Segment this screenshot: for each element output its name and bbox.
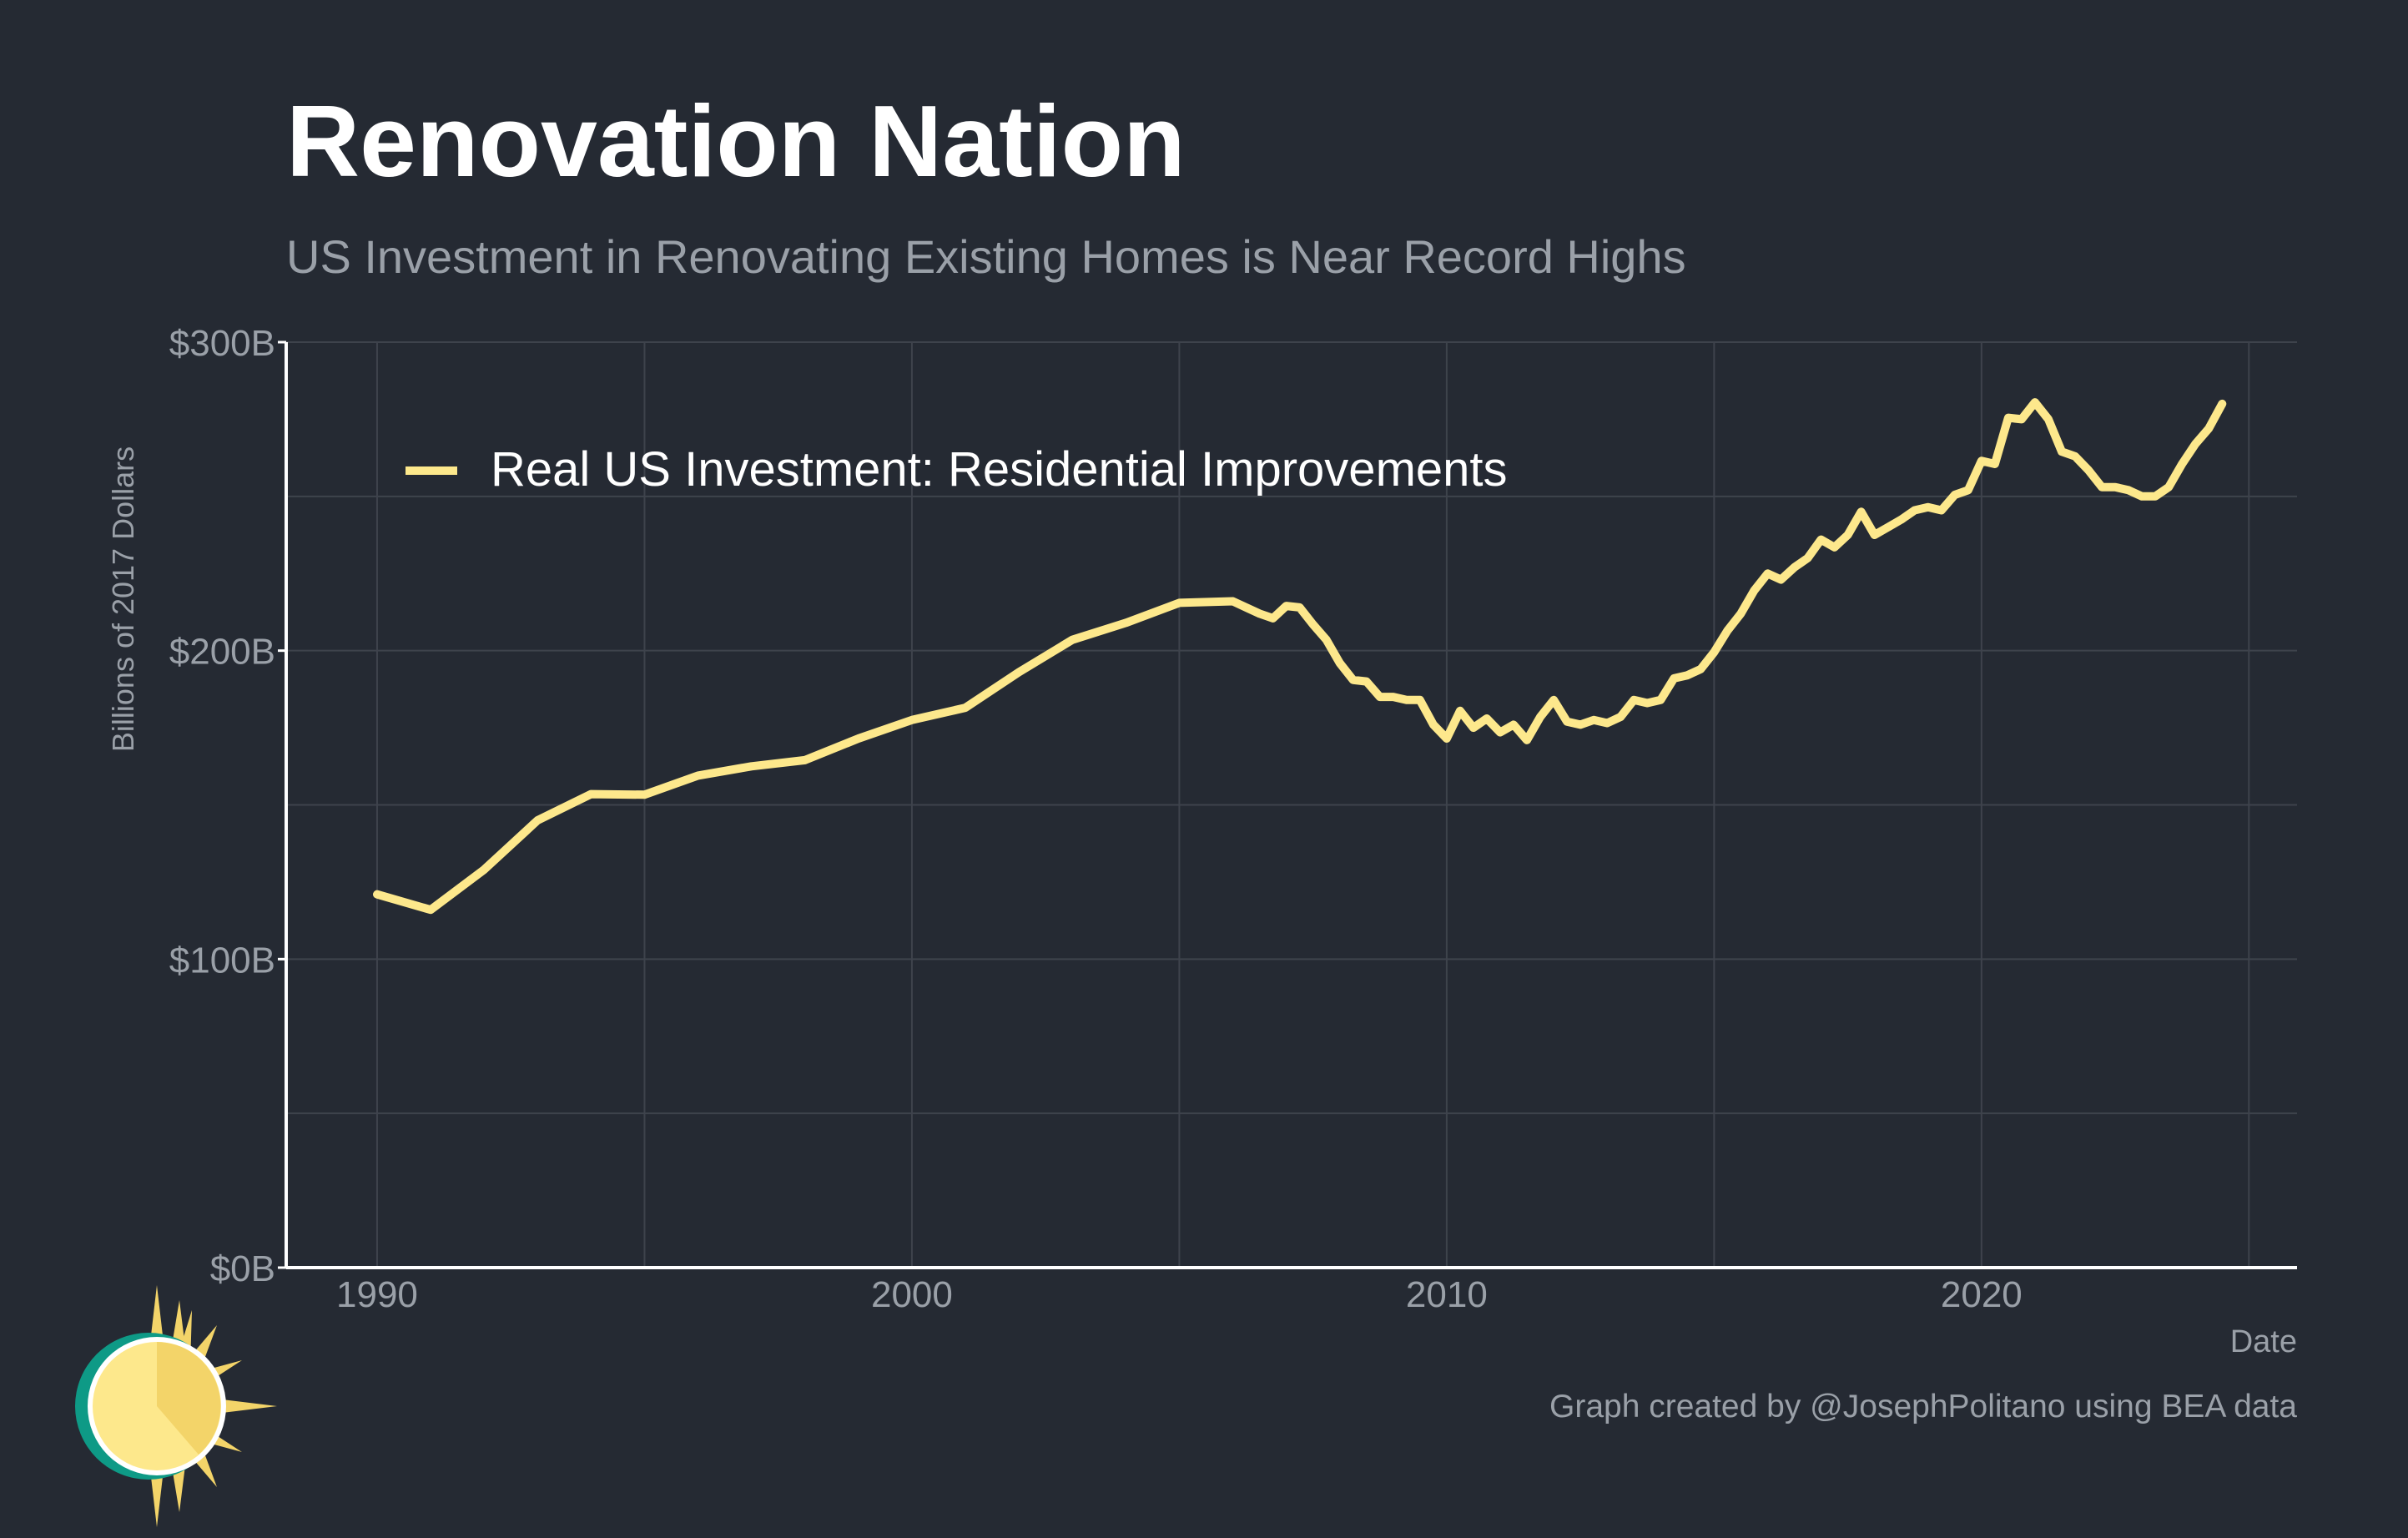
chart-title: Renovation Nation [286,84,1186,198]
x-tick-label: 2010 [1406,1274,1488,1315]
legend: Real US Investment: Residential Improvem… [406,442,1508,497]
grid-lines [286,341,2297,1268]
sun-icon [75,1285,277,1527]
footer-credit: Graph created by @JosephPolitano using B… [1549,1389,2297,1425]
axes [285,342,2297,1269]
x-axis-label: Date [2230,1324,2297,1359]
y-tick-label: $100B [169,940,275,981]
x-tick-label: 1990 [336,1274,418,1315]
y-tick-label: $0B [210,1248,275,1289]
y-tick-label: $300B [169,323,275,364]
y-axis-label: Billions of 2017 Dollars [106,446,140,752]
series-group [373,398,2227,915]
y-tick-label: $200B [169,632,275,673]
chart-subtitle: US Investment in Renovating Existing Hom… [286,230,1686,283]
series-line [373,398,2227,915]
x-tick-label: 2020 [1941,1274,2023,1315]
tick-labels: $0B $100B $200B $300B 1990 2000 2010 2020 [169,323,2023,1315]
x-tick-label: 2000 [871,1274,953,1315]
legend-label: Real US Investment: Residential Improvem… [491,442,1508,497]
